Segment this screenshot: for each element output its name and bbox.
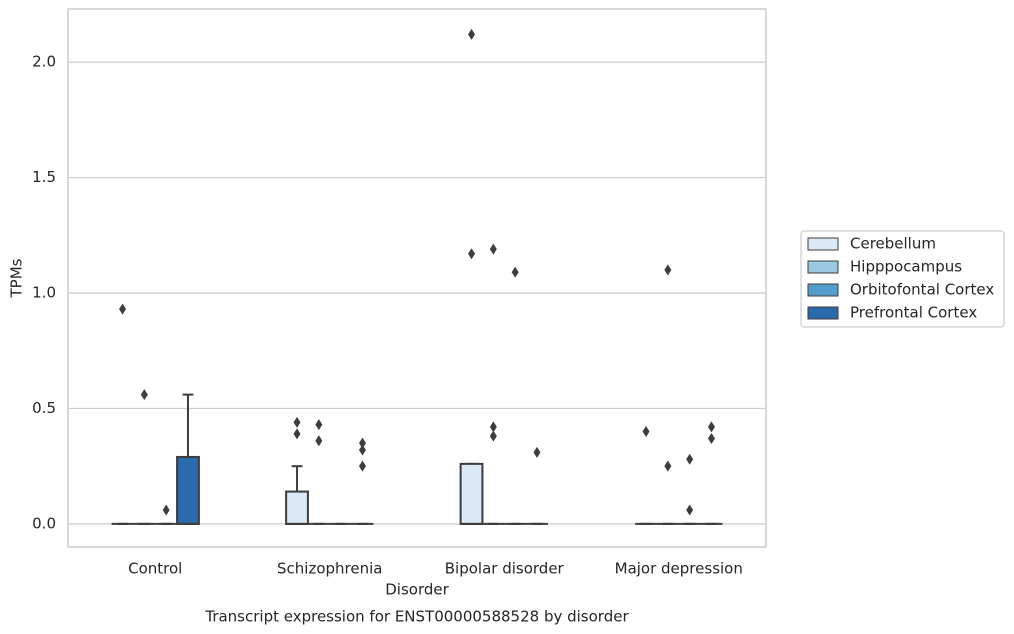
legend-label: Orbitofontal Cortex bbox=[850, 281, 994, 299]
legend-swatch bbox=[807, 283, 839, 297]
outlier bbox=[358, 444, 366, 456]
outlier bbox=[664, 264, 672, 276]
legend-frame bbox=[800, 230, 1005, 328]
outlier bbox=[686, 504, 694, 516]
y-tick-label: 0.5 bbox=[32, 399, 56, 417]
legend-swatch bbox=[807, 306, 839, 320]
y-tick-label: 1.5 bbox=[32, 168, 56, 186]
y-tick-label: 0.0 bbox=[32, 514, 56, 532]
outlier bbox=[468, 28, 476, 40]
outlier bbox=[707, 421, 715, 433]
y-axis-label: TPMs bbox=[8, 258, 26, 298]
plot-frame bbox=[67, 8, 767, 548]
x-tick-label: Schizophrenia bbox=[277, 560, 382, 578]
legend-label: Prefrontal Cortex bbox=[850, 304, 977, 322]
outlier bbox=[468, 248, 476, 260]
legend-label: Cerebellum bbox=[850, 235, 936, 253]
box bbox=[176, 455, 200, 525]
outlier bbox=[686, 453, 694, 465]
y-tick-label: 1.0 bbox=[32, 284, 56, 302]
outlier bbox=[664, 460, 672, 472]
outlier bbox=[140, 389, 148, 401]
y-tick-label: 2.0 bbox=[32, 53, 56, 71]
box bbox=[285, 490, 309, 525]
legend-label: Hipppocampus bbox=[850, 258, 962, 276]
outlier bbox=[162, 504, 170, 516]
outlier bbox=[119, 303, 127, 315]
outlier bbox=[293, 416, 301, 428]
x-axis-label: Disorder bbox=[385, 581, 449, 599]
outlier bbox=[358, 437, 366, 449]
outlier bbox=[358, 460, 366, 472]
outlier bbox=[707, 432, 715, 444]
outlier bbox=[511, 266, 519, 278]
caption: Transcript expression for ENST0000058852… bbox=[204, 608, 629, 626]
x-tick-label: Control bbox=[128, 560, 182, 578]
legend-swatch bbox=[807, 237, 839, 251]
outlier bbox=[315, 435, 323, 447]
outlier bbox=[489, 421, 497, 433]
legend-swatch bbox=[807, 260, 839, 274]
outlier bbox=[315, 419, 323, 431]
box bbox=[459, 462, 484, 525]
x-tick-label: Major depression bbox=[615, 560, 743, 578]
outlier bbox=[293, 428, 301, 440]
outlier bbox=[642, 426, 650, 438]
outlier bbox=[533, 446, 541, 458]
x-tick-label: Bipolar disorder bbox=[445, 560, 565, 578]
outlier bbox=[489, 430, 497, 442]
outlier bbox=[489, 243, 497, 255]
